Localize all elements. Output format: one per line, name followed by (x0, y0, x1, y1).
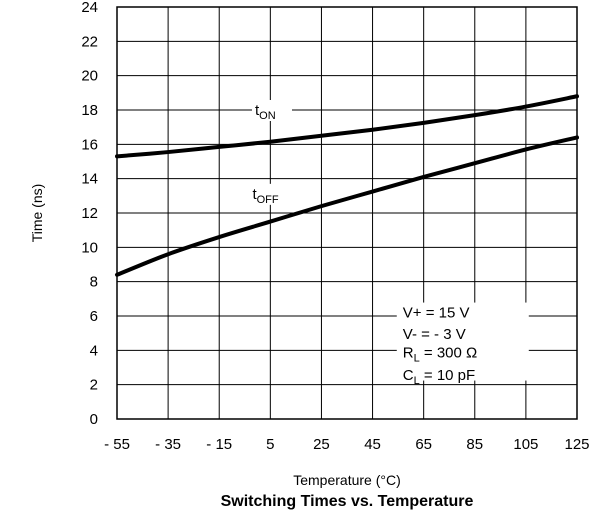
x-tick-label: 85 (466, 436, 483, 453)
y-tick-label: 16 (81, 136, 98, 153)
y-tick-label: 8 (90, 274, 98, 291)
x-tick-label: 105 (513, 436, 538, 453)
y-tick-label: 14 (81, 171, 98, 188)
conditions-bg (396, 302, 529, 381)
y-axis-label: Time (ns) (29, 184, 45, 243)
condition-cl: CL = 10 pF (403, 367, 475, 387)
x-tick-label: - 55 (104, 436, 130, 453)
y-tick-label: 2 (90, 377, 98, 394)
x-axis-label: Temperature (°C) (293, 472, 401, 488)
series-line-toff (115, 135, 579, 277)
x-tick-label: - 35 (155, 436, 181, 453)
label-toff: tOFF (252, 186, 278, 206)
label-ton-bg (252, 100, 292, 121)
series-line-ton (115, 94, 579, 159)
y-tick-label: 12 (81, 205, 98, 222)
condition-vplus: V+ = 15 V (403, 305, 470, 322)
conditions-box: V+ = 15 V V- = - 3 VRL = 300 Ω CL = 10 pF (396, 302, 529, 387)
plot-frame (116, 6, 578, 420)
tick-labels: - 55- 35- 15 5 25 45 65 85 105 1250246810121416… (81, 0, 589, 453)
x-tick-label: 5 (266, 436, 274, 453)
condition-rl: RL = 300 Ω (403, 344, 477, 364)
series-lines (115, 94, 579, 277)
x-tick-label: 65 (415, 436, 432, 453)
series-labels: tON tOFF (249, 100, 294, 206)
label-ton: tON (255, 102, 276, 122)
label-toff-bg (249, 183, 294, 205)
x-tick-label: - 15 (206, 436, 232, 453)
chart-title: Switching Times vs. Temperature (221, 493, 474, 510)
y-tick-label: 0 (90, 411, 98, 428)
y-tick-label: 10 (81, 239, 98, 256)
y-tick-label: 4 (90, 342, 98, 359)
x-tick-label: 25 (313, 436, 330, 453)
y-tick-label: 24 (81, 0, 98, 16)
y-tick-label: 22 (81, 33, 98, 50)
y-tick-label: 20 (81, 68, 98, 85)
x-tick-label: 45 (364, 436, 381, 453)
y-tick-label: 18 (81, 102, 98, 119)
y-tick-label: 6 (90, 308, 98, 325)
x-tick-label: 125 (564, 436, 589, 453)
condition-vminus: V- = - 3 V (403, 326, 466, 343)
